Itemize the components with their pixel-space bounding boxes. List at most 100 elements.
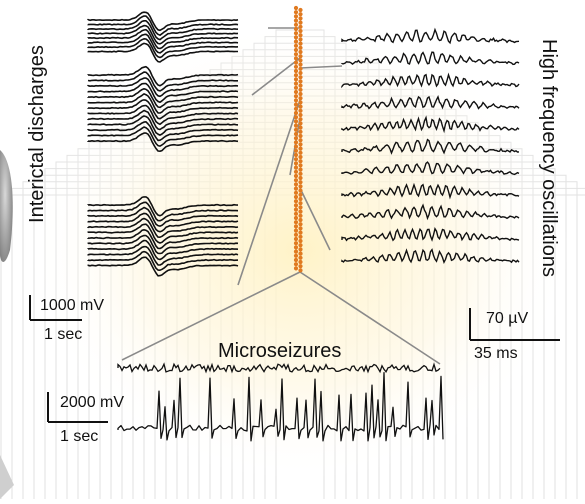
electrode-contact bbox=[298, 180, 303, 185]
electrode-contact bbox=[298, 16, 303, 21]
electrode-contact bbox=[293, 262, 299, 267]
electrode-contact bbox=[293, 47, 299, 53]
electrode-contact bbox=[298, 45, 303, 50]
hfo-trace bbox=[341, 51, 520, 66]
interictal-trace bbox=[87, 88, 239, 109]
electrode-contact bbox=[298, 24, 303, 29]
electrode-contact bbox=[293, 232, 299, 237]
electrode-contact bbox=[298, 66, 303, 71]
electrode-contact bbox=[293, 123, 299, 128]
hfo-time-scale: 35 ms bbox=[474, 345, 518, 362]
electrode-contact bbox=[298, 37, 303, 42]
interictal-trace bbox=[87, 196, 239, 217]
electrode-contact bbox=[298, 79, 303, 84]
electrode-contact bbox=[298, 87, 303, 92]
electrode-contact bbox=[293, 131, 299, 137]
hfo-trace bbox=[341, 182, 520, 200]
electrode-contact bbox=[293, 144, 299, 149]
electrode-contact bbox=[298, 171, 303, 176]
electrode-contact bbox=[298, 213, 303, 218]
electrode-contact bbox=[298, 251, 303, 256]
interictal-trace bbox=[87, 11, 239, 32]
electrode-contact bbox=[298, 54, 303, 59]
electrode-contact bbox=[293, 106, 299, 111]
electrode-contact bbox=[298, 167, 303, 172]
electrode-contact bbox=[298, 255, 303, 260]
electrode-contact bbox=[293, 161, 299, 166]
interictal-trace bbox=[87, 109, 239, 131]
electrode-contact bbox=[298, 217, 303, 223]
interictal-trace bbox=[87, 115, 239, 136]
microseizure-trace bbox=[117, 362, 441, 374]
electrode-contact bbox=[293, 5, 299, 11]
electrode-contact bbox=[293, 157, 299, 162]
electrode-contact bbox=[293, 81, 299, 86]
electrode-contact bbox=[298, 154, 303, 160]
electrode-contact bbox=[293, 64, 299, 69]
hfo-trace bbox=[341, 138, 520, 155]
electrode-contact bbox=[293, 35, 299, 40]
electrode-contact bbox=[298, 58, 303, 63]
electrode-contact bbox=[293, 241, 299, 246]
interictal-label: Interictal discharges bbox=[26, 45, 48, 223]
electrode-contact bbox=[298, 33, 303, 38]
interictal-trace bbox=[87, 28, 239, 50]
electrode-contact bbox=[298, 209, 303, 214]
electrode-contact bbox=[293, 199, 299, 204]
interictal-trace bbox=[87, 20, 239, 41]
electrode-contact bbox=[293, 136, 299, 141]
electrode-contact bbox=[293, 10, 299, 15]
electrode-contact bbox=[293, 224, 299, 229]
electrode-contact bbox=[298, 196, 303, 202]
electrode-contact bbox=[293, 182, 299, 187]
electrode-contact bbox=[298, 117, 303, 122]
electrode-contact bbox=[298, 201, 303, 206]
electrode-contact bbox=[298, 28, 303, 34]
interictal-trace bbox=[87, 250, 239, 271]
interictal-trace bbox=[87, 256, 239, 277]
interictal-time-scale: 1 sec bbox=[44, 326, 83, 343]
electrode-contact bbox=[298, 205, 303, 210]
electrode-contact bbox=[293, 60, 299, 65]
hfo-trace bbox=[341, 248, 520, 264]
connector-line bbox=[299, 65, 343, 69]
electrode-contact bbox=[298, 247, 303, 252]
electrode-contact bbox=[293, 152, 299, 158]
electrode-contact bbox=[293, 228, 299, 233]
hfo-trace bbox=[341, 203, 520, 221]
hfo-trace bbox=[341, 72, 520, 89]
microseizure-trace bbox=[117, 372, 444, 442]
interictal-trace bbox=[87, 206, 239, 227]
electrode-contact bbox=[293, 194, 299, 200]
interictal-trace bbox=[87, 33, 239, 54]
electrode-contact bbox=[298, 268, 303, 273]
interictal-amplitude-scale: 1000 mV bbox=[40, 297, 105, 314]
electrode-contact bbox=[293, 257, 299, 263]
electrode-contact bbox=[298, 129, 303, 134]
interictal-trace bbox=[87, 99, 239, 120]
electrode-contact bbox=[298, 264, 303, 269]
interictal-trace bbox=[87, 93, 239, 114]
electrode-contact bbox=[298, 83, 303, 88]
interictal-trace bbox=[87, 77, 239, 98]
electrode-contact bbox=[293, 173, 299, 179]
microelectrode-array bbox=[293, 5, 303, 273]
interictal-trace bbox=[87, 121, 239, 142]
electrode-contact bbox=[293, 148, 299, 153]
interictal-trace bbox=[87, 239, 239, 261]
interictal-trace bbox=[87, 212, 239, 233]
electrode-contact bbox=[293, 52, 299, 57]
electrode-contact bbox=[298, 226, 303, 231]
interictal-trace bbox=[87, 104, 239, 126]
interictal-trace bbox=[87, 217, 239, 238]
electrode-contact bbox=[293, 68, 299, 74]
electrode-contact bbox=[293, 169, 299, 174]
microseizure-amplitude-scale: 2000 mV bbox=[60, 394, 125, 411]
electrode-contact bbox=[298, 188, 303, 193]
interictal-trace bbox=[87, 71, 238, 92]
electrode-contact bbox=[298, 125, 303, 130]
electrode-contact bbox=[298, 7, 303, 13]
electrode-contact bbox=[293, 26, 299, 32]
electrode-contact bbox=[298, 62, 303, 67]
